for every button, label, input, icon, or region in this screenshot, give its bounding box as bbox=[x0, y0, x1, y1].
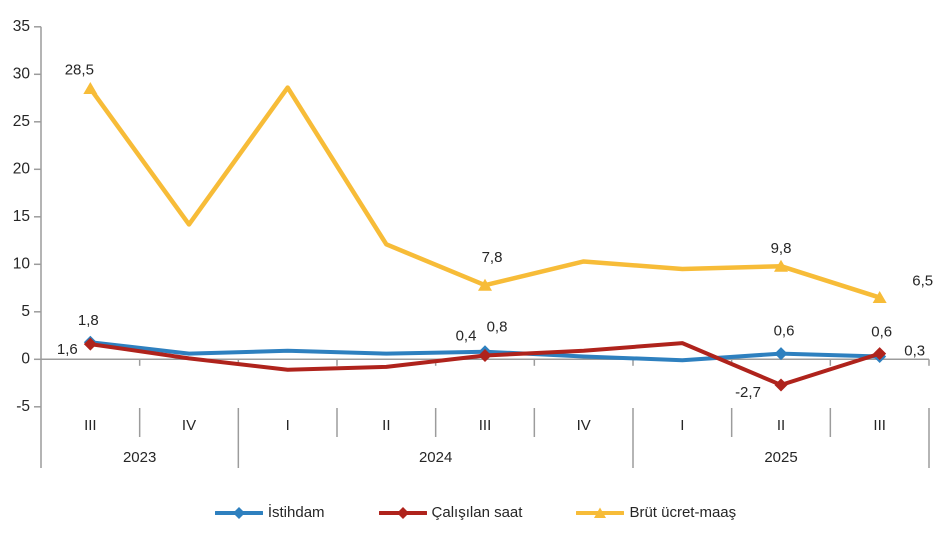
y-axis-tick-label: 15 bbox=[13, 208, 30, 225]
x-axis-year-label: 2025 bbox=[764, 449, 797, 466]
y-axis-tick-label: 5 bbox=[21, 303, 30, 320]
legend-item-2: Brüt ücret-maaş bbox=[576, 504, 736, 521]
chart-legend: İstihdam Çalışılan saat Brüt ücret-maaş bbox=[0, 504, 951, 521]
x-axis-quarter-label: III bbox=[873, 417, 886, 434]
series-marker-1 bbox=[774, 378, 788, 392]
data-label: 0,3 bbox=[904, 342, 925, 359]
x-axis-quarter-label: IV bbox=[182, 417, 196, 434]
x-axis-quarter-label: III bbox=[479, 417, 492, 434]
series-marker-0 bbox=[774, 347, 788, 361]
y-axis-tick-label: -5 bbox=[16, 398, 30, 415]
y-axis-tick-label: 0 bbox=[21, 350, 30, 367]
series-marker-1 bbox=[83, 337, 97, 351]
legend-marker-icon bbox=[378, 506, 427, 519]
series-marker-2 bbox=[478, 278, 492, 291]
y-axis-tick-label: 20 bbox=[13, 160, 31, 177]
data-label: 0,8 bbox=[487, 319, 508, 336]
x-axis-quarter-label: I bbox=[286, 417, 290, 434]
x-axis-quarter-label: I bbox=[680, 417, 684, 434]
x-axis-year-label: 2023 bbox=[123, 449, 156, 466]
legend-marker-icon bbox=[576, 507, 625, 518]
data-label: 0,6 bbox=[774, 323, 795, 340]
y-axis-tick-label: 30 bbox=[13, 65, 31, 82]
data-label: 28,5 bbox=[65, 62, 94, 79]
series-marker-1 bbox=[478, 349, 492, 362]
y-axis-tick-label: 25 bbox=[13, 113, 30, 130]
data-label: 1,8 bbox=[78, 312, 99, 329]
legend-label: İstihdam bbox=[267, 504, 325, 521]
legend-label: Brüt ücret-maaş bbox=[629, 504, 737, 521]
series-marker-2 bbox=[774, 259, 788, 272]
legend-item-1: Çalışılan saat bbox=[378, 504, 523, 521]
series-marker-2 bbox=[83, 82, 98, 95]
x-axis-quarter-label: IV bbox=[577, 417, 591, 434]
x-axis-year-label: 2024 bbox=[419, 449, 452, 466]
x-axis-quarter-label: II bbox=[382, 417, 390, 434]
series-marker-2 bbox=[872, 291, 887, 304]
x-axis-quarter-label: II bbox=[777, 417, 785, 434]
data-label: 7,8 bbox=[482, 249, 503, 266]
legend-marker-icon bbox=[214, 506, 263, 519]
data-label: 6,5 bbox=[912, 273, 933, 290]
data-label: 1,6 bbox=[57, 341, 78, 358]
legend-label: Çalışılan saat bbox=[431, 504, 523, 521]
data-label: -2,7 bbox=[735, 384, 761, 401]
data-label: 0,6 bbox=[871, 324, 892, 341]
x-axis-quarter-label: III bbox=[84, 417, 97, 434]
legend-item-0: İstihdam bbox=[214, 504, 325, 521]
y-axis-tick-label: 35 bbox=[13, 18, 30, 35]
series-marker-1 bbox=[873, 347, 887, 361]
y-axis-tick-label: 10 bbox=[13, 255, 31, 272]
data-label: 9,8 bbox=[771, 240, 792, 257]
data-label: 0,4 bbox=[456, 327, 477, 344]
